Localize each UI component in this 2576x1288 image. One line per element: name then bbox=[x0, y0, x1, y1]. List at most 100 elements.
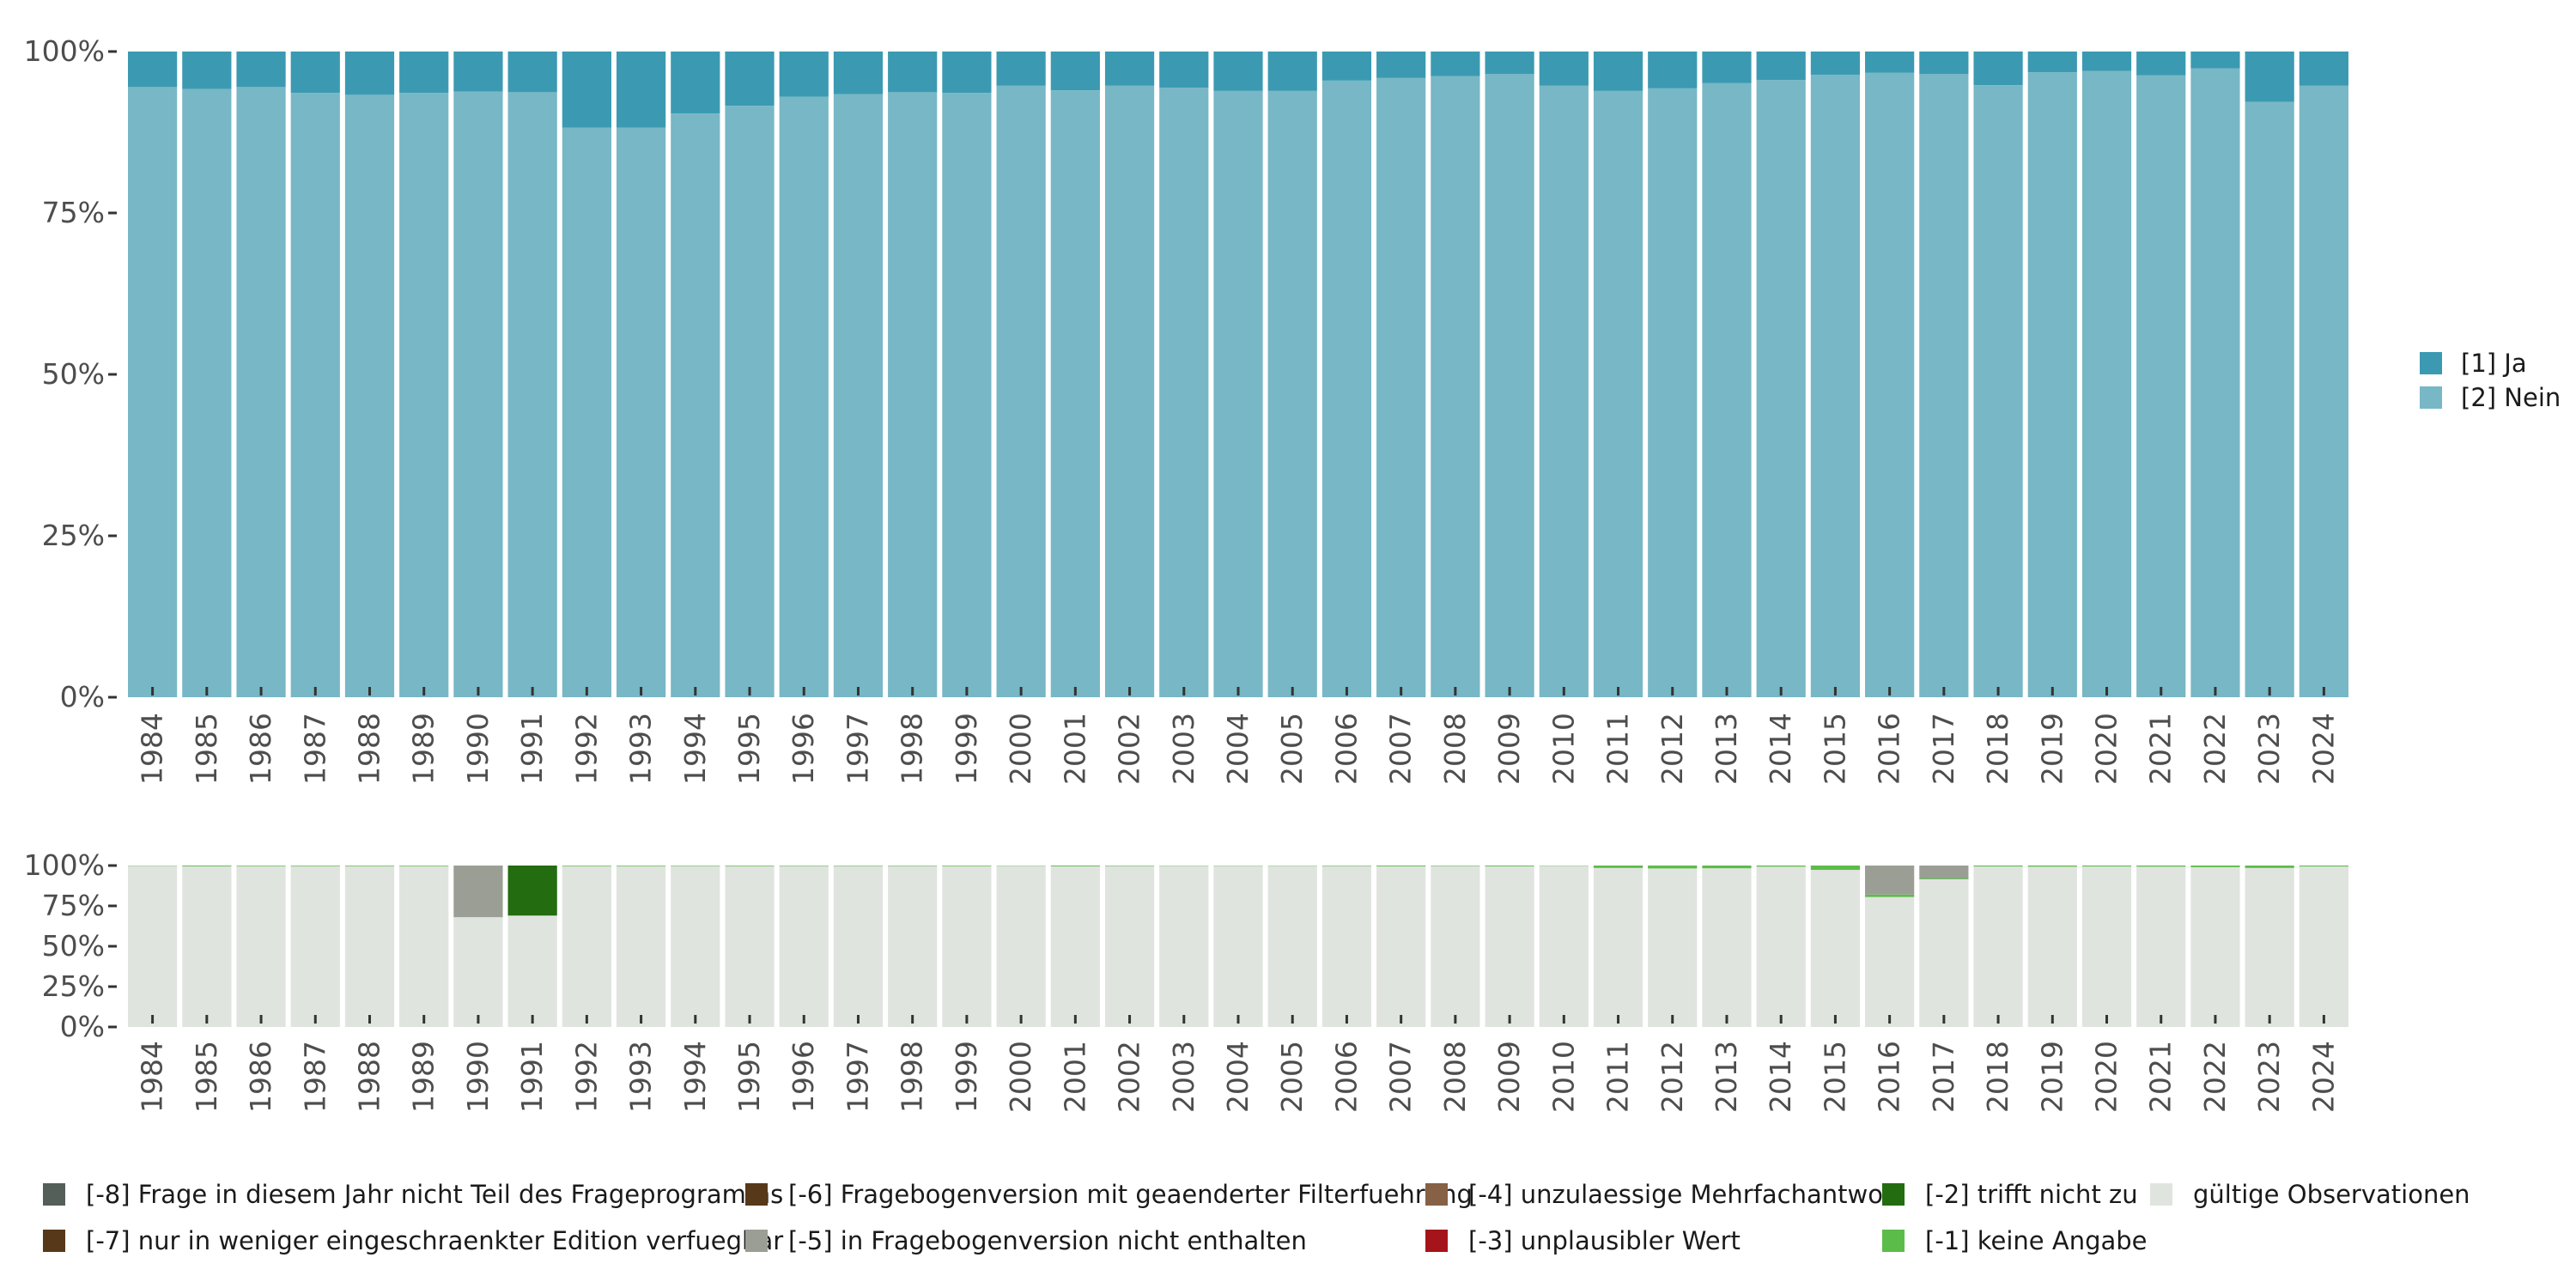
bar-valid-2010 bbox=[1539, 866, 1589, 1027]
x-tick-label: 2008 bbox=[1438, 1041, 1472, 1113]
bar-ja-2010 bbox=[1539, 52, 1589, 86]
bar-nein-1999 bbox=[942, 93, 992, 698]
x-tick-label: 2009 bbox=[1492, 1041, 1526, 1113]
bar-ja-1993 bbox=[616, 52, 666, 128]
bar-m5-2016 bbox=[1865, 866, 1915, 895]
bar-nein-1992 bbox=[562, 127, 611, 698]
bar-valid-2016 bbox=[1865, 896, 1915, 1027]
bar-nein-1989 bbox=[399, 93, 449, 698]
x-tick-label: 1991 bbox=[515, 713, 549, 785]
bar-valid-1999 bbox=[942, 866, 992, 1027]
x-tick-label: 1984 bbox=[136, 1041, 169, 1113]
bar-ja-2012 bbox=[1648, 52, 1698, 88]
top-chart: 0% 25% 50% 75% 100% 1984 1985 1986 1987 1988 1989 1… bbox=[24, 34, 2348, 785]
x-tick-label: 1989 bbox=[407, 713, 440, 785]
x-tick-label: 2011 bbox=[1601, 1041, 1635, 1113]
bar-valid-2004 bbox=[1213, 866, 1263, 1027]
x-tick-label: 2015 bbox=[1818, 1041, 1851, 1113]
bar-nein-2002 bbox=[1104, 85, 1155, 697]
bar-m1-2016 bbox=[1865, 894, 1915, 897]
bar-ja-2021 bbox=[2136, 52, 2186, 76]
x-tick-label: 2016 bbox=[1873, 1041, 1906, 1113]
bar-valid-2002 bbox=[1104, 866, 1155, 1027]
x-tick-label: 2021 bbox=[2144, 1041, 2178, 1113]
legend-label-m3: [-3] unplausibler Wert bbox=[1468, 1226, 1741, 1255]
bar-nein-1987 bbox=[290, 93, 340, 698]
legend-swatch-m7 bbox=[43, 1230, 65, 1252]
x-tick-label: 1999 bbox=[950, 1041, 983, 1113]
bar-valid-1992 bbox=[562, 866, 611, 1027]
bar-valid-2013 bbox=[1702, 868, 1752, 1027]
x-tick-label: 2024 bbox=[2306, 713, 2340, 785]
x-tick-label: 2019 bbox=[2035, 713, 2069, 785]
x-tick-label: 1998 bbox=[896, 1041, 929, 1113]
bar-valid-2012 bbox=[1648, 868, 1698, 1027]
bar-valid-1989 bbox=[399, 866, 449, 1027]
bar-valid-1991 bbox=[507, 915, 557, 1027]
bar-m5-2017 bbox=[1919, 866, 1969, 879]
bar-valid-2009 bbox=[1485, 866, 1534, 1027]
bar-ja-1996 bbox=[779, 52, 829, 97]
bar-ja-2002 bbox=[1104, 52, 1155, 86]
x-tick-label: 2023 bbox=[2252, 1041, 2286, 1113]
bar-nein-1994 bbox=[671, 113, 720, 697]
bar-valid-1984 bbox=[128, 866, 178, 1027]
x-tick-label: 2005 bbox=[1275, 713, 1309, 785]
y-tick-label: 100% bbox=[24, 34, 105, 68]
bar-valid-2024 bbox=[2299, 866, 2348, 1027]
x-tick-label: 1994 bbox=[678, 713, 712, 785]
legend-label-valid: gültige Observationen bbox=[2193, 1180, 2470, 1209]
x-tick-label: 1993 bbox=[624, 1041, 658, 1113]
bar-ja-1986 bbox=[236, 52, 286, 88]
x-tick-label: 1997 bbox=[841, 713, 874, 785]
bar-nein-2018 bbox=[1973, 85, 2023, 697]
bar-valid-2006 bbox=[1321, 866, 1372, 1027]
x-tick-label: 1999 bbox=[950, 713, 983, 785]
bar-nein-1993 bbox=[616, 127, 666, 698]
bar-valid-2000 bbox=[996, 866, 1046, 1027]
y-tick-label: 75% bbox=[42, 889, 105, 922]
bar-nein-2001 bbox=[1050, 90, 1100, 698]
legend-label-m5: [-5] in Fragebogenversion nicht enthalte… bbox=[788, 1226, 1307, 1255]
bar-ja-1995 bbox=[725, 52, 775, 106]
bar-valid-1995 bbox=[725, 866, 775, 1027]
bar-nein-2008 bbox=[1431, 76, 1480, 698]
bar-valid-1996 bbox=[779, 866, 829, 1027]
x-tick-label: 2010 bbox=[1546, 1041, 1580, 1113]
legend-label-m6: [-6] Fragebogenversion mit geaenderter F… bbox=[788, 1180, 1473, 1209]
bar-valid-2021 bbox=[2136, 866, 2186, 1027]
bar-ja-1991 bbox=[507, 52, 557, 93]
x-tick-label: 1985 bbox=[190, 713, 223, 785]
y-tick-label: 100% bbox=[24, 848, 105, 882]
bar-nein-2021 bbox=[2136, 75, 2186, 698]
legend-label-nein: [2] Nein bbox=[2461, 383, 2561, 412]
bar-m1-2022 bbox=[2190, 866, 2240, 867]
x-tick-label: 2018 bbox=[1981, 1041, 2014, 1113]
x-tick-label: 2007 bbox=[1384, 1041, 1418, 1113]
y-tick-label: 50% bbox=[42, 929, 105, 963]
x-tick-label: 1987 bbox=[298, 713, 331, 785]
bottom-legend: [-8] Frage in diesem Jahr nicht Teil des… bbox=[43, 1180, 2470, 1255]
legend-swatch-m3 bbox=[1425, 1230, 1448, 1252]
bar-ja-2023 bbox=[2245, 52, 2294, 102]
x-tick-label: 2004 bbox=[1221, 713, 1255, 785]
bar-nein-1988 bbox=[344, 94, 395, 697]
bar-valid-1994 bbox=[671, 866, 720, 1027]
bar-nein-2003 bbox=[1159, 88, 1209, 697]
legend-label-m4: [-4] unzulaessige Mehrfachantwort bbox=[1468, 1180, 1903, 1209]
x-tick-label: 1996 bbox=[787, 1041, 820, 1113]
y-tick-label: 25% bbox=[42, 519, 105, 552]
legend-label-m2: [-2] trifft nicht zu bbox=[1925, 1180, 2138, 1209]
bar-ja-2006 bbox=[1321, 52, 1372, 81]
legend-swatch-valid bbox=[2150, 1183, 2172, 1206]
x-tick-label: 2006 bbox=[1329, 713, 1363, 785]
bottom-chart: 0% 25% 50% 75% 100% 1984 1985 1986 1987 1988 1989 1… bbox=[24, 848, 2348, 1113]
bar-nein-2024 bbox=[2299, 85, 2348, 697]
x-tick-label: 2012 bbox=[1656, 1041, 1689, 1113]
bar-nein-2011 bbox=[1593, 90, 1643, 697]
bar-nein-2007 bbox=[1376, 77, 1426, 697]
bar-valid-1987 bbox=[290, 866, 340, 1027]
x-tick-label: 2007 bbox=[1384, 713, 1418, 785]
x-tick-label: 2023 bbox=[2252, 713, 2286, 785]
